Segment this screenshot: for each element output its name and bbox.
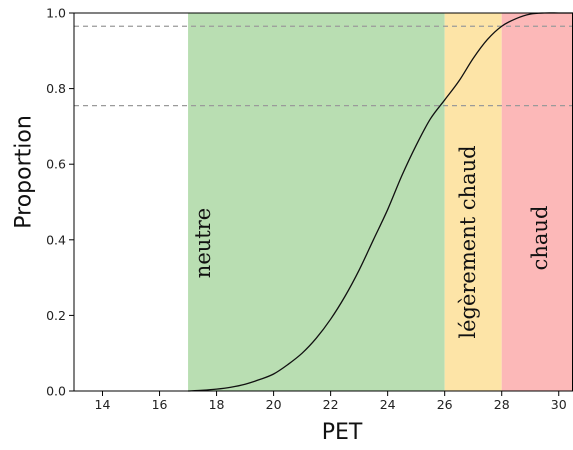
cdf-line-series-0 <box>188 12 573 392</box>
zone-label-0: neutre <box>191 208 215 278</box>
x-tick-label-4: 22 <box>323 397 339 412</box>
zone-band-1 <box>444 13 502 391</box>
x-tick-label-6: 26 <box>437 397 453 412</box>
x-tick-label-1: 16 <box>152 397 168 412</box>
y-tick-label-2: 0.4 <box>46 232 66 247</box>
zone-label-2: chaud <box>528 206 552 271</box>
y-tick-label-3: 0.6 <box>46 157 66 172</box>
series-layer <box>188 12 573 392</box>
x-tick-label-0: 14 <box>95 397 111 412</box>
zones-layer <box>188 13 573 391</box>
y-tick-label-4: 0.8 <box>46 81 66 96</box>
zone-band-0 <box>188 13 445 391</box>
zone-band-2 <box>501 13 573 391</box>
x-tick-label-3: 20 <box>266 397 282 412</box>
y-axis-label: Proportion <box>12 115 37 229</box>
y-ticks-layer: 0.0 0.2 0.4 0.6 0.8 1.0 <box>46 6 74 399</box>
x-tick-label-5: 24 <box>380 397 396 412</box>
x-tick-label-2: 18 <box>209 397 225 412</box>
y-tick-label-0: 0.0 <box>46 384 66 399</box>
y-tick-label-5: 1.0 <box>46 6 66 21</box>
x-axis-label: PET <box>322 420 363 445</box>
y-tick-label-1: 0.2 <box>46 308 66 323</box>
zone-label-1: légèrement chaud <box>456 145 480 338</box>
x-tick-label-8: 30 <box>551 397 567 412</box>
x-tick-label-7: 28 <box>494 397 510 412</box>
x-ticks-layer: 14 16 18 20 22 24 26 28 30 <box>95 391 567 412</box>
reference-lines-layer <box>74 25 573 107</box>
zone-labels-layer: neutre légèrement chaud chaud <box>191 145 552 338</box>
